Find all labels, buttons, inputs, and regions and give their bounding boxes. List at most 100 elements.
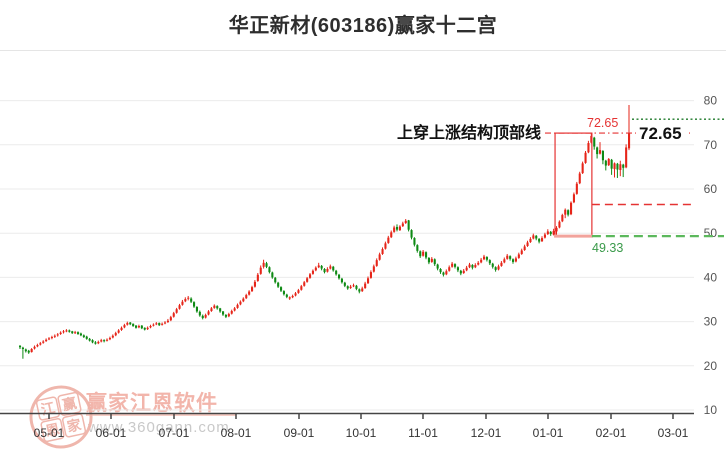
candle-body [613, 163, 616, 170]
y-axis-label: 80 [704, 94, 718, 108]
candle-body [233, 308, 236, 311]
x-axis-label: 03-01 [658, 426, 689, 440]
candle-body [323, 269, 326, 273]
candle-body [398, 226, 401, 231]
y-axis-label: 70 [704, 138, 718, 152]
candle-body [604, 160, 607, 166]
box-top-price-label: 72.65 [587, 116, 618, 130]
candle-body [103, 340, 106, 342]
candle-body [454, 264, 457, 267]
candle-body [587, 143, 590, 153]
candle-body [616, 163, 619, 170]
candle-body [599, 150, 602, 154]
candle-body [567, 210, 570, 215]
candle-body [520, 250, 523, 254]
candle-body [384, 243, 387, 249]
candle-body [135, 325, 138, 328]
candle-body [558, 221, 561, 228]
candle-body [117, 330, 120, 333]
candle-body [184, 299, 187, 302]
candle-body [166, 320, 169, 323]
candle-body [404, 220, 407, 224]
candle-body [227, 314, 230, 317]
candle-body [155, 323, 158, 325]
candle-body [140, 325, 143, 329]
y-axis-label: 60 [704, 182, 718, 196]
candle-body [27, 350, 30, 353]
candle-body [42, 341, 45, 343]
structure-annotation-text: 上穿上涨结构顶部线 [397, 123, 541, 142]
candle-body [309, 274, 312, 278]
candle-body [224, 314, 227, 317]
candle-body [82, 335, 85, 338]
candle-body [129, 322, 132, 325]
y-axis-label: 50 [704, 226, 718, 240]
candle-body [85, 336, 88, 339]
candle-body [56, 334, 59, 336]
candle-body [367, 278, 370, 284]
candle-body [288, 297, 291, 299]
candle-body [425, 252, 428, 258]
candle-body [381, 249, 384, 254]
candle-body [564, 209, 567, 215]
candle-body [378, 254, 381, 260]
candle-body [317, 265, 320, 268]
candle-body [45, 339, 48, 342]
candle-body [126, 322, 129, 325]
candle-body [175, 309, 178, 313]
candle-body [213, 305, 216, 308]
candle-body [375, 260, 378, 266]
candle-body [158, 322, 161, 326]
box-bottom-price-label: 49.33 [592, 241, 623, 255]
x-axis-label: 09-01 [284, 426, 315, 440]
candle-body [253, 281, 256, 287]
chart-title: 华正新材(603186)赢家十二宫 [228, 15, 498, 37]
candle-body [407, 220, 410, 230]
candle-body [346, 286, 349, 289]
candle-body [77, 332, 80, 334]
candle-body [294, 293, 297, 296]
candle-body [465, 267, 468, 271]
candle-body [448, 267, 451, 271]
x-axis-label: 05-01 [34, 426, 65, 440]
candle-body [242, 298, 245, 302]
candle-body [100, 340, 103, 342]
candle-body [111, 335, 114, 338]
candle-body [419, 251, 422, 257]
current-price-label: 72.65 [639, 124, 682, 143]
candle-body [340, 278, 343, 283]
candle-body [50, 337, 53, 339]
candle-body [108, 337, 111, 340]
candle-body [552, 230, 555, 235]
candle-body [300, 286, 303, 290]
candle-body [512, 259, 515, 262]
candle-body [187, 297, 190, 299]
candle-body [259, 267, 262, 274]
candle-body [236, 304, 239, 308]
candle-body [248, 291, 251, 295]
candle-body [195, 307, 198, 312]
candle-body [358, 289, 361, 292]
candle-body [178, 305, 181, 309]
candle-body [320, 265, 323, 269]
candle-body [596, 147, 599, 155]
candle-body [262, 262, 265, 267]
x-axis-label: 12-01 [471, 426, 502, 440]
candle-body [413, 238, 416, 245]
candle-body [474, 265, 477, 268]
candle-body [349, 286, 352, 289]
candle-body [462, 270, 465, 273]
watermark-brand: 赢家江恩软件 [86, 392, 218, 415]
candle-body [91, 340, 94, 343]
x-axis-label: 10-01 [346, 426, 377, 440]
x-axis-label: 01-01 [533, 426, 564, 440]
candle-body [181, 301, 184, 305]
candle-body [494, 267, 497, 270]
candle-body [459, 270, 462, 274]
candle-body [198, 311, 201, 316]
candle-body [19, 345, 22, 348]
candle-body [538, 238, 541, 242]
candle-body [451, 263, 454, 267]
candle-body [335, 270, 338, 275]
